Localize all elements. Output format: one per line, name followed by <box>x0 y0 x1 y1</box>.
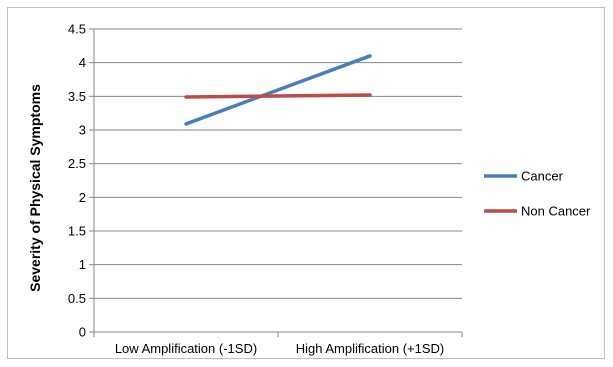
axes <box>89 28 463 337</box>
series-lines <box>184 54 372 126</box>
series-line-cancer <box>184 54 372 126</box>
y-axis-title: Severity of Physical Symptoms <box>27 84 43 292</box>
y-tick-label: 0 <box>79 325 86 340</box>
y-tick-label: 3 <box>79 123 86 138</box>
x-tick-labels: Low Amplification (-1SD) High Amplificati… <box>115 341 444 356</box>
legend-label: Non Cancer <box>521 204 591 219</box>
y-tick-label: 2 <box>79 190 86 205</box>
x-tick-label: Low Amplification (-1SD) <box>115 341 257 356</box>
legend-label: Cancer <box>521 169 564 184</box>
legend: Cancer Non Cancer <box>484 169 591 219</box>
y-tick-label: 4.5 <box>68 22 86 37</box>
y-tick-label: 2.5 <box>68 156 86 171</box>
x-tick-label: High Amplification (+1SD) <box>296 341 444 356</box>
gridlines <box>94 28 462 299</box>
series-line-non-cancer <box>184 93 372 99</box>
y-tick-label: 4 <box>79 55 86 70</box>
y-tick-label: 0.5 <box>68 291 86 306</box>
y-tick-label: 1 <box>79 257 86 272</box>
chart-frame <box>7 7 605 359</box>
y-tick-label: 1.5 <box>68 224 86 239</box>
y-tick-label: 3.5 <box>68 89 86 104</box>
y-tick-labels: 0 0.5 1 1.5 2 2.5 3 3.5 4 4.5 <box>68 22 86 340</box>
